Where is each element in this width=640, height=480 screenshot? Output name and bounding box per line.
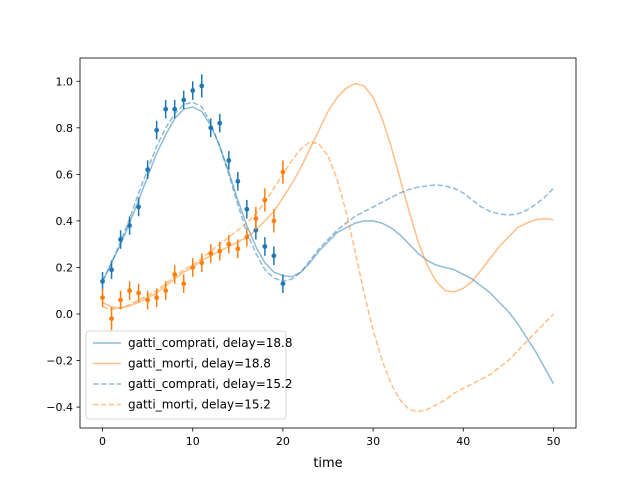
data-point	[226, 241, 232, 247]
data-point	[244, 234, 250, 240]
series-line-2	[102, 82, 554, 309]
data-point	[145, 297, 151, 303]
data-point	[118, 237, 123, 242]
series-line-1	[101, 106, 555, 385]
y-tick-label: −0.4	[46, 401, 73, 414]
y-tick-label: 0.2	[56, 261, 74, 274]
data-point	[262, 197, 268, 203]
data-point	[109, 267, 114, 273]
data-point	[172, 272, 178, 277]
data-point	[280, 169, 286, 175]
legend: gatti_comprati, delay=18.8 gatti_morti, d…	[85, 330, 292, 420]
data-point	[271, 253, 277, 259]
x-tick-label: 40	[456, 435, 470, 448]
axes-frame	[79, 57, 577, 429]
data-point	[208, 251, 214, 256]
y-tick-label: 1.0	[56, 75, 74, 88]
x-tick-label: 50	[546, 435, 560, 448]
data-point	[127, 288, 132, 294]
data-point	[136, 290, 142, 296]
x-axis-label: time	[313, 456, 342, 471]
data-point	[154, 295, 160, 301]
data-point	[217, 248, 223, 254]
data-point	[163, 106, 169, 112]
data-point	[163, 288, 169, 294]
data-point	[280, 281, 286, 287]
y-tick-label: 0.4	[56, 215, 74, 228]
data-point	[235, 246, 241, 252]
legend-box	[85, 330, 287, 420]
y-tick-label: 0.8	[56, 122, 74, 135]
data-point	[199, 260, 205, 266]
y-tick-label: 0.0	[56, 308, 74, 321]
data-point	[181, 281, 187, 287]
legend-label: gatti_comprati, delay=18.8	[128, 336, 292, 350]
axes: 0 10 20 30 40 50 −0.4 −0.2 0.0 0.2 0.4 0.6 0.8 1.0	[46, 57, 577, 448]
x-tick-label: 0	[99, 435, 106, 448]
legend-label: gatti_morti, delay=18.8	[128, 357, 271, 371]
data-point	[226, 157, 232, 163]
data-point	[145, 167, 151, 173]
data-point	[100, 295, 105, 301]
data-point	[271, 218, 277, 224]
data-point	[136, 204, 142, 210]
y-tick-label: 0.6	[56, 168, 74, 181]
data-point	[253, 216, 259, 221]
data-point	[190, 265, 196, 270]
data-point	[172, 106, 178, 112]
data-point	[262, 244, 268, 249]
data-point	[154, 127, 160, 133]
data-point	[244, 206, 250, 212]
plot-area	[100, 74, 555, 413]
legend-label: gatti_morti, delay=15.2	[128, 398, 271, 412]
y-tick-label: −0.2	[46, 355, 73, 368]
x-tick-label: 30	[366, 435, 380, 448]
data-point	[208, 125, 214, 131]
data-point	[217, 120, 223, 126]
data-point	[181, 97, 187, 103]
x-tick-label: 10	[186, 435, 200, 448]
data-point	[109, 316, 114, 322]
data-point	[118, 297, 123, 303]
data-point	[100, 278, 105, 284]
data-point	[190, 88, 196, 93]
series-line-3	[101, 101, 554, 283]
data-point	[127, 223, 132, 228]
x-tick-label: 20	[276, 435, 290, 448]
data-point	[199, 83, 205, 89]
legend-label: gatti_comprati, delay=15.2	[128, 377, 292, 391]
data-point	[235, 178, 241, 184]
series-line-4	[102, 140, 554, 413]
